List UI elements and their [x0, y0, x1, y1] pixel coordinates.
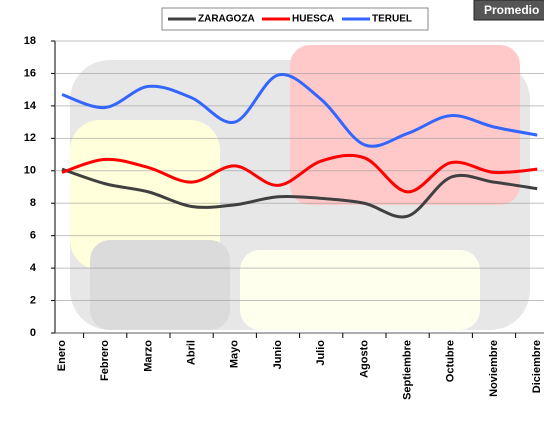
x-tick-label: Septiembre — [402, 340, 414, 400]
x-tick-label: Enero — [56, 340, 68, 371]
y-tick-label: 18 — [24, 35, 36, 47]
x-tick-label: Marzo — [142, 340, 154, 372]
x-tick-label: Junio — [272, 340, 284, 370]
legend-label: HUESCA — [292, 14, 334, 25]
x-tick-label: Julio — [315, 340, 327, 366]
x-tick-label: Octubre — [445, 340, 457, 382]
x-tick-label: Mayo — [229, 340, 241, 368]
x-tick-label: Noviembre — [488, 340, 500, 397]
y-tick-label: 8 — [30, 197, 36, 209]
y-tick-label: 16 — [24, 67, 36, 79]
y-tick-label: 14 — [24, 100, 37, 112]
y-tick-label: 2 — [30, 294, 36, 306]
y-tick-label: 6 — [30, 230, 36, 242]
x-tick-label: Diciembre — [531, 340, 543, 393]
title-box — [473, 0, 544, 21]
x-tick-label: Agosto — [358, 340, 370, 378]
chart-title: Promedio — [484, 3, 539, 17]
y-tick-label: 0 — [30, 327, 36, 339]
legend-label: TERUEL — [372, 14, 412, 25]
series-line — [61, 73, 538, 148]
y-tick-label: 10 — [24, 165, 36, 177]
series-line — [61, 167, 538, 219]
y-tick-label: 12 — [24, 132, 36, 144]
x-tick-label: Abril — [186, 340, 198, 365]
background-picture — [70, 45, 530, 330]
x-tick-label: Febrero — [99, 340, 111, 381]
legend-box — [161, 7, 429, 31]
legend-label: ZARAGOZA — [198, 14, 255, 25]
y-tick-label: 4 — [30, 262, 37, 274]
series-line — [61, 153, 538, 194]
